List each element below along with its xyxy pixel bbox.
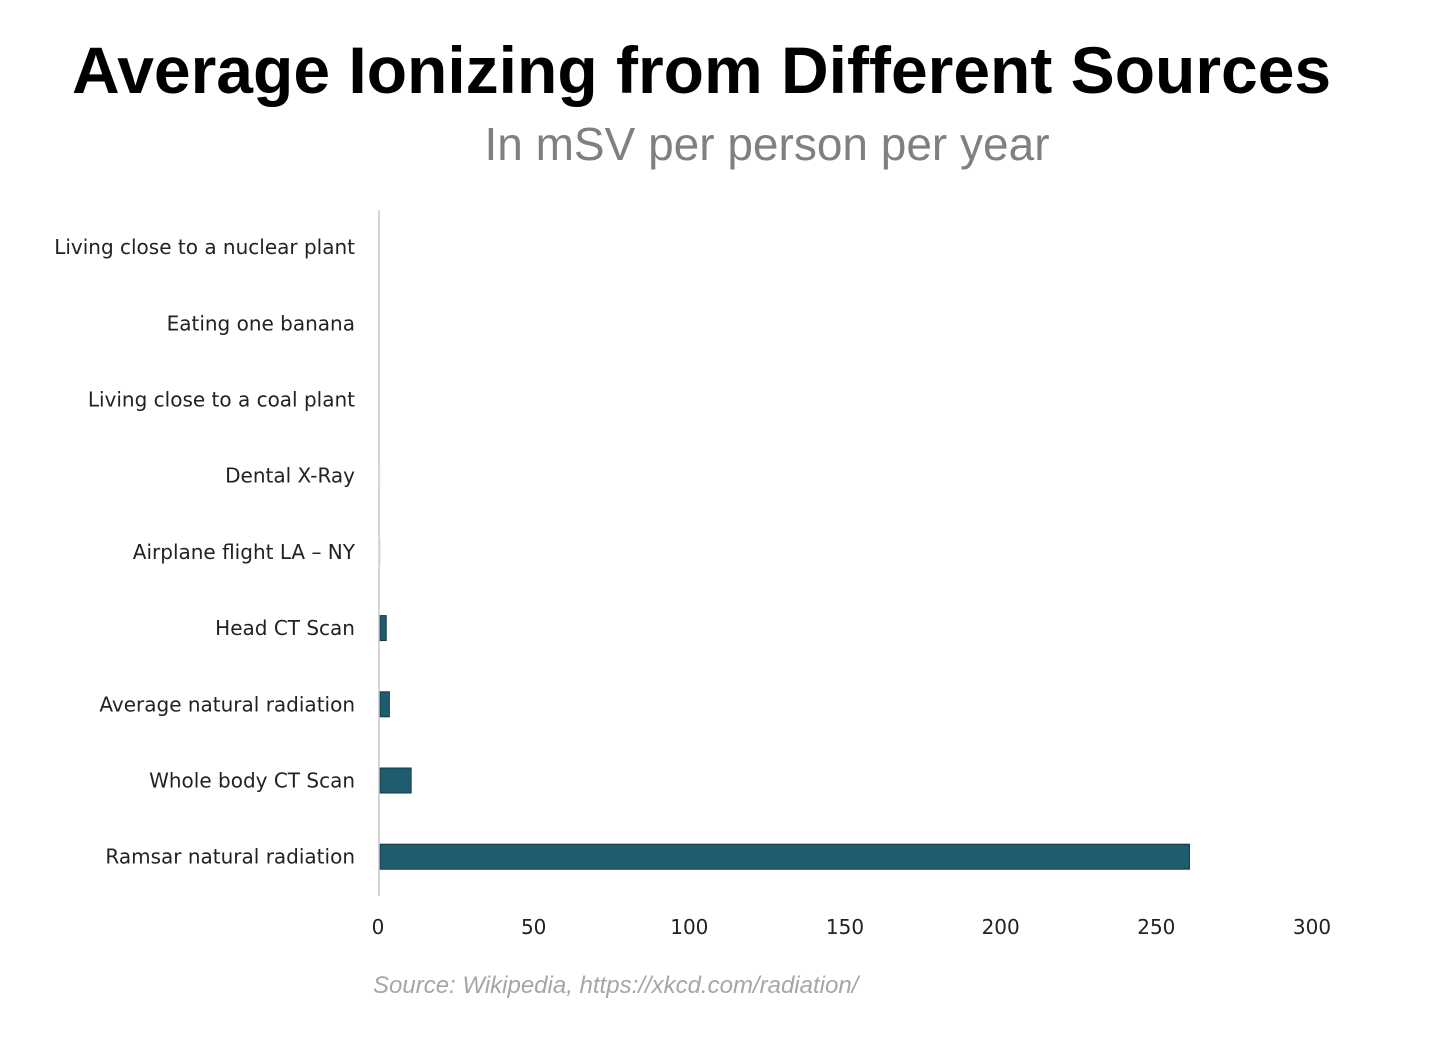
- chart-subtitle: In mSV per person per year: [484, 118, 1049, 170]
- x-tick-label: 200: [982, 915, 1020, 939]
- bar: [379, 615, 387, 642]
- category-labels: Living close to a nuclear plant Eating on…: [54, 235, 356, 869]
- category-label: Living close to a coal plant: [88, 388, 355, 412]
- x-tick-label: 300: [1293, 915, 1331, 939]
- x-tick-label: 0: [372, 915, 385, 939]
- x-tick-labels: 0 50 100 150 200 250 300: [372, 915, 1331, 939]
- source-note: Source: Wikipedia, https://xkcd.com/radi…: [373, 972, 861, 999]
- bars: [379, 234, 1190, 870]
- x-tick-label: 250: [1137, 915, 1175, 939]
- category-label: Airplane flight LA – NY: [133, 540, 356, 564]
- chart-title: Average Ionizing from Different Sources: [72, 33, 1331, 107]
- bar: [379, 691, 390, 718]
- category-label: Eating one banana: [167, 311, 355, 335]
- category-label: Average natural radiation: [99, 692, 355, 716]
- category-label: Head CT Scan: [215, 616, 355, 640]
- x-tick-label: 100: [670, 915, 708, 939]
- bar: [379, 767, 412, 794]
- category-label: Whole body CT Scan: [149, 769, 355, 793]
- x-tick-label: 150: [826, 915, 864, 939]
- bar: [379, 843, 1190, 870]
- x-tick-label: 50: [521, 915, 546, 939]
- category-label: Living close to a nuclear plant: [54, 235, 355, 259]
- category-label: Dental X-Ray: [225, 464, 355, 488]
- category-label: Ramsar natural radiation: [105, 845, 355, 869]
